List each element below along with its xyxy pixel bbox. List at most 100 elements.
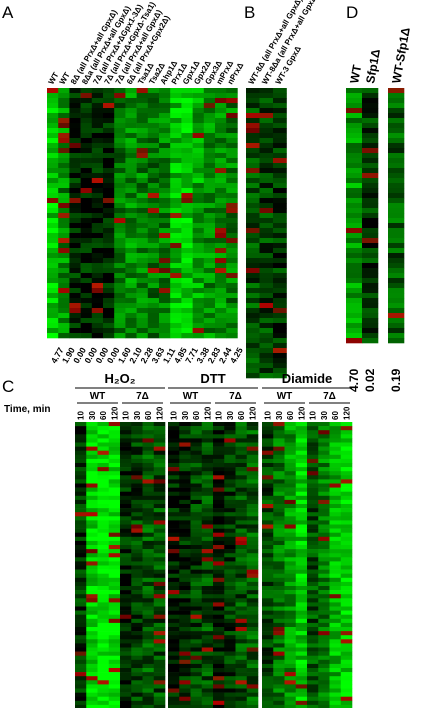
heatmap-cell xyxy=(179,598,191,603)
heatmap-cell xyxy=(170,298,182,304)
heatmap-cell xyxy=(86,524,98,529)
heatmap-cell xyxy=(86,668,98,673)
heatmap-cell xyxy=(58,273,70,279)
heatmap-cell xyxy=(259,308,274,314)
heatmap-cell xyxy=(329,434,342,439)
heatmap-cell xyxy=(153,463,166,468)
heatmap-cell xyxy=(179,581,191,587)
heatmap-cell xyxy=(295,487,308,492)
heatmap-cell xyxy=(318,504,330,509)
heatmap-cell xyxy=(179,442,191,447)
heatmap-cell xyxy=(295,676,308,681)
heatmap-cell xyxy=(114,143,126,149)
heatmap-cell xyxy=(131,520,143,525)
heatmap-cell xyxy=(284,700,297,706)
heatmap-cell xyxy=(235,495,248,501)
heatmap-cell xyxy=(295,700,308,706)
heatmap-cell xyxy=(295,565,308,570)
heatmap-cell xyxy=(215,103,227,109)
heatmap-cell xyxy=(168,602,180,607)
heatmap-cell xyxy=(75,590,87,595)
heatmap-cell xyxy=(125,243,137,249)
heatmap-cell xyxy=(201,553,214,558)
heatmap-cell xyxy=(329,663,342,669)
heatmap-cell xyxy=(203,278,216,284)
heatmap-cell xyxy=(181,113,193,119)
heatmap-cell xyxy=(340,581,353,587)
heatmap-cell xyxy=(58,108,70,114)
heatmap-cell xyxy=(362,258,379,264)
heatmap-cell xyxy=(224,512,236,517)
heatmap-cell xyxy=(213,672,225,677)
heatmap-cell xyxy=(125,193,137,199)
heatmap-cell xyxy=(346,193,363,199)
heatmap-cell xyxy=(307,631,319,636)
heatmap-cell xyxy=(47,133,59,139)
heatmap-cell xyxy=(388,183,405,189)
heatmap-cell xyxy=(318,524,330,529)
heatmap-cell xyxy=(284,676,297,681)
heatmap-cell xyxy=(170,153,182,159)
heatmap-cell xyxy=(213,545,225,550)
heatmap-cell xyxy=(284,594,297,599)
heatmap-cell xyxy=(215,118,227,124)
heatmap-cell xyxy=(224,684,236,689)
heatmap-cell xyxy=(273,487,285,492)
heatmap-cell xyxy=(168,598,180,603)
heatmap-cell xyxy=(273,586,285,591)
heatmap-cell xyxy=(284,627,297,632)
heatmap-cell xyxy=(262,471,274,476)
heatmap-cell xyxy=(190,536,203,542)
heatmap-cell xyxy=(97,499,110,505)
heatmap-cell xyxy=(307,569,319,574)
heatmap-cell xyxy=(136,208,149,214)
heatmap-cell xyxy=(136,263,149,269)
heatmap-cell xyxy=(69,333,81,339)
heatmap-cell xyxy=(246,93,260,99)
heatmap-cell xyxy=(318,528,330,533)
heatmap-cell xyxy=(215,298,227,304)
heatmap-cell xyxy=(147,298,160,304)
heatmap-cell xyxy=(153,631,166,636)
heatmap-cell xyxy=(307,627,319,632)
heatmap-cell xyxy=(329,430,342,435)
heatmap-cell xyxy=(114,168,126,174)
heatmap-cell xyxy=(295,643,308,648)
heatmap-cell xyxy=(179,450,191,456)
heatmap-cell xyxy=(262,540,274,546)
heatmap-cell xyxy=(213,684,225,689)
heatmap-cell xyxy=(284,504,297,509)
heatmap-cell xyxy=(273,516,285,521)
heatmap-cell xyxy=(159,148,171,154)
heatmap-cell xyxy=(103,288,115,294)
heatmap-cell xyxy=(91,323,104,329)
heatmap-cell xyxy=(235,627,248,632)
heatmap-cell xyxy=(284,569,297,574)
heatmap-cell xyxy=(246,278,260,284)
heatmap-cell xyxy=(108,647,121,652)
heatmap-cell xyxy=(246,704,259,708)
heatmap-cell xyxy=(273,218,287,224)
heatmap-cell xyxy=(47,128,59,134)
heatmap-cell xyxy=(190,545,203,550)
heatmap-cell xyxy=(168,676,180,681)
time-label: 120 xyxy=(203,406,212,420)
heatmap-cell xyxy=(159,323,171,329)
heatmap-cell xyxy=(147,318,160,324)
heatmap-cell xyxy=(318,495,330,501)
heatmap-cell xyxy=(91,203,104,209)
heatmap-cell xyxy=(170,173,182,179)
heatmap-cell xyxy=(108,553,121,558)
heatmap-cell xyxy=(181,303,193,309)
heatmap-cell xyxy=(201,606,214,611)
heatmap-cell xyxy=(246,499,259,505)
heatmap-cell xyxy=(190,557,203,562)
heatmap-cell xyxy=(226,253,238,259)
heatmap-cell xyxy=(273,508,285,513)
heatmap-cell xyxy=(246,467,259,472)
heatmap-cell xyxy=(47,323,59,329)
heatmap-cell xyxy=(329,614,342,620)
heatmap-cell xyxy=(147,113,160,119)
heatmap-cell xyxy=(69,253,81,259)
heatmap-cell xyxy=(246,606,259,611)
